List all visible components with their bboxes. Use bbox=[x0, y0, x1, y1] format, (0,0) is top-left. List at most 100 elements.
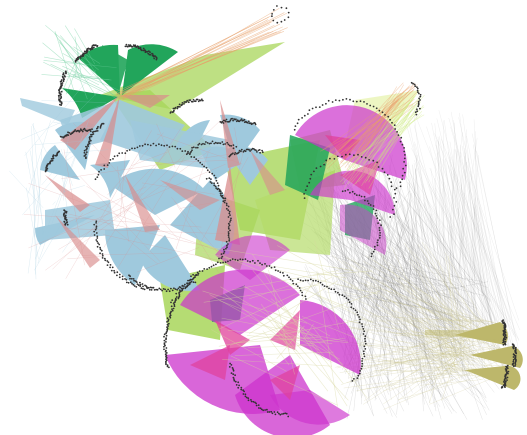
graph-node bbox=[247, 397, 250, 400]
blue-edge bbox=[24, 69, 97, 156]
yellow-edge bbox=[273, 312, 322, 339]
lime-edge bbox=[358, 111, 423, 183]
yellow-edge bbox=[302, 316, 362, 341]
gray-edge bbox=[405, 174, 437, 412]
graph-node bbox=[378, 229, 381, 232]
graph-node bbox=[121, 275, 124, 278]
gray-edge bbox=[326, 214, 374, 336]
olive-edge bbox=[365, 255, 483, 332]
graph-node bbox=[62, 80, 65, 83]
olive-edge bbox=[349, 321, 490, 345]
graph-node bbox=[318, 106, 321, 108]
graph-node bbox=[375, 107, 378, 110]
graph-node bbox=[243, 390, 246, 393]
graph-node bbox=[376, 217, 379, 220]
graph-node bbox=[359, 100, 362, 103]
gray-edge bbox=[374, 241, 407, 401]
graph-node bbox=[181, 150, 184, 153]
orange-edge bbox=[331, 82, 404, 161]
graph-node bbox=[227, 222, 230, 225]
graph-node bbox=[75, 58, 78, 60]
graph-node bbox=[394, 192, 397, 195]
lime-edge bbox=[368, 114, 410, 183]
graph-node bbox=[363, 330, 366, 333]
graph-node bbox=[195, 158, 198, 161]
orange-edge bbox=[350, 85, 411, 152]
graph-node bbox=[173, 287, 175, 290]
gray-edge bbox=[376, 273, 487, 342]
graph-node bbox=[194, 100, 197, 103]
graph-node bbox=[417, 105, 420, 108]
graph-node bbox=[376, 241, 379, 244]
graph-node bbox=[254, 123, 257, 126]
gray-edge bbox=[354, 244, 447, 315]
orange-edge bbox=[344, 90, 405, 168]
gray-edge bbox=[408, 183, 496, 343]
graph-node bbox=[233, 153, 236, 156]
graph-node bbox=[415, 113, 418, 116]
graph-node bbox=[210, 142, 212, 145]
green-edge bbox=[74, 75, 112, 81]
graph-node bbox=[166, 144, 168, 147]
gray-edge bbox=[406, 124, 474, 367]
graph-node bbox=[403, 147, 405, 149]
graph-node bbox=[229, 221, 231, 223]
graph-node bbox=[231, 117, 234, 120]
graph-node bbox=[131, 147, 133, 150]
graph-node bbox=[95, 220, 98, 223]
graph-node bbox=[184, 283, 186, 286]
graph-node bbox=[64, 214, 67, 217]
graph-node bbox=[210, 178, 212, 181]
graph-node bbox=[306, 185, 309, 188]
graph-node bbox=[345, 297, 348, 299]
gray-edge bbox=[414, 168, 446, 390]
graph-node bbox=[147, 50, 150, 52]
yellow-edge bbox=[312, 327, 368, 398]
graph-node bbox=[232, 373, 235, 376]
graph-node bbox=[166, 364, 169, 367]
graph-node bbox=[88, 142, 91, 145]
graph-node bbox=[187, 101, 190, 104]
graph-node bbox=[232, 369, 235, 372]
graph-node bbox=[124, 45, 127, 48]
graph-node bbox=[298, 287, 301, 289]
gray-edge bbox=[443, 132, 463, 324]
graph-node bbox=[93, 46, 95, 49]
gray-edge bbox=[434, 123, 454, 328]
yellow-edge bbox=[316, 270, 338, 407]
graph-node bbox=[232, 147, 235, 150]
graph-node bbox=[116, 274, 118, 277]
gray-edge bbox=[380, 284, 390, 390]
graph-node bbox=[95, 130, 98, 132]
graph-node bbox=[360, 195, 363, 198]
graph-node bbox=[417, 100, 420, 103]
graph-node bbox=[61, 75, 64, 78]
lime-edge bbox=[352, 104, 424, 187]
graph-node bbox=[352, 307, 355, 310]
graph-node bbox=[83, 151, 86, 154]
graph-node bbox=[161, 289, 164, 292]
graph-node bbox=[103, 257, 106, 260]
gray-edge bbox=[344, 220, 432, 391]
graph-node bbox=[277, 270, 279, 272]
graph-node bbox=[309, 278, 312, 281]
graph-node bbox=[323, 285, 326, 287]
gray-edge bbox=[300, 233, 487, 399]
graph-node bbox=[151, 286, 153, 289]
gray-edge bbox=[415, 168, 436, 380]
graph-node bbox=[348, 301, 351, 304]
gray-edge bbox=[404, 223, 444, 349]
graph-node bbox=[203, 143, 206, 146]
graph-node bbox=[297, 118, 300, 121]
graph-node bbox=[358, 194, 361, 197]
gray-edge bbox=[451, 122, 455, 355]
graph-node bbox=[98, 243, 101, 246]
graph-node bbox=[334, 99, 337, 101]
salmon-edge bbox=[181, 159, 235, 163]
graph-node bbox=[514, 363, 517, 365]
graph-node bbox=[391, 121, 393, 124]
graph-node bbox=[167, 318, 170, 321]
graph-node bbox=[100, 249, 103, 252]
gray-edge bbox=[322, 235, 448, 401]
graph-node bbox=[95, 225, 98, 228]
